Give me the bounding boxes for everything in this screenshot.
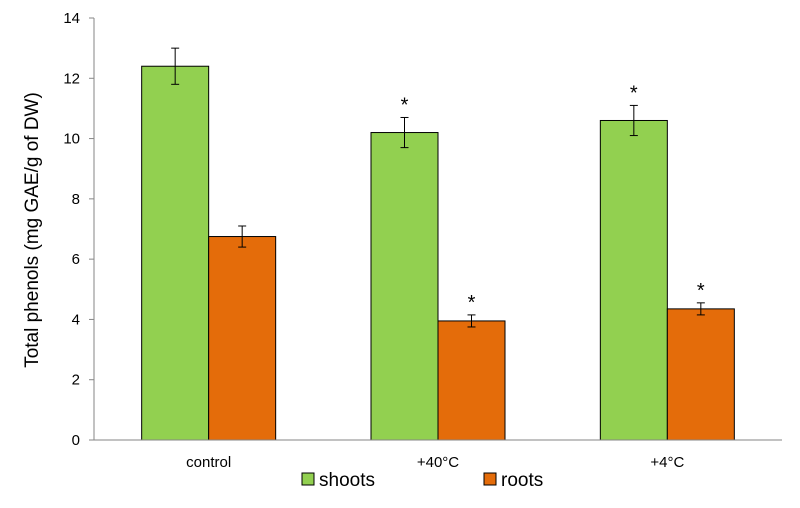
y-tick-label: 12 [63, 70, 80, 87]
y-tick-label: 14 [63, 10, 80, 27]
legend-label-shoots: shoots [319, 470, 375, 491]
bar-shoots-1 [370, 132, 439, 441]
y-tick-label: 0 [72, 432, 80, 449]
significance-marker: * [697, 280, 705, 302]
x-category-label: +40°C [417, 454, 459, 471]
y-axis-title: Total phenols (mg GAE/g of DW) [22, 92, 43, 368]
x-category-label: +4°C [650, 454, 684, 471]
bar-shoots-2 [599, 119, 668, 441]
significance-marker: * [401, 94, 409, 116]
plot-area: 0 2 4 6 8 10 12 14 control * * +40°C * * +4°C [63, 10, 782, 471]
legend-label-roots: roots [501, 470, 543, 491]
x-category-label: control [186, 454, 231, 471]
y-tick-label: 6 [72, 251, 80, 268]
significance-marker: * [630, 82, 638, 104]
legend-swatch-roots [483, 472, 497, 486]
bar-roots-0 [208, 236, 277, 441]
y-tick-label: 2 [72, 372, 80, 389]
bar-roots-1 [437, 320, 506, 441]
legend: shoots roots [301, 470, 543, 491]
legend-swatch-shoots [301, 472, 315, 486]
y-tick-label: 10 [63, 131, 80, 148]
significance-marker: * [468, 292, 476, 314]
y-tick-label: 4 [72, 311, 80, 328]
y-tick-label: 8 [72, 191, 80, 208]
bar-shoots-0 [141, 65, 210, 441]
bar-roots-2 [666, 308, 735, 441]
